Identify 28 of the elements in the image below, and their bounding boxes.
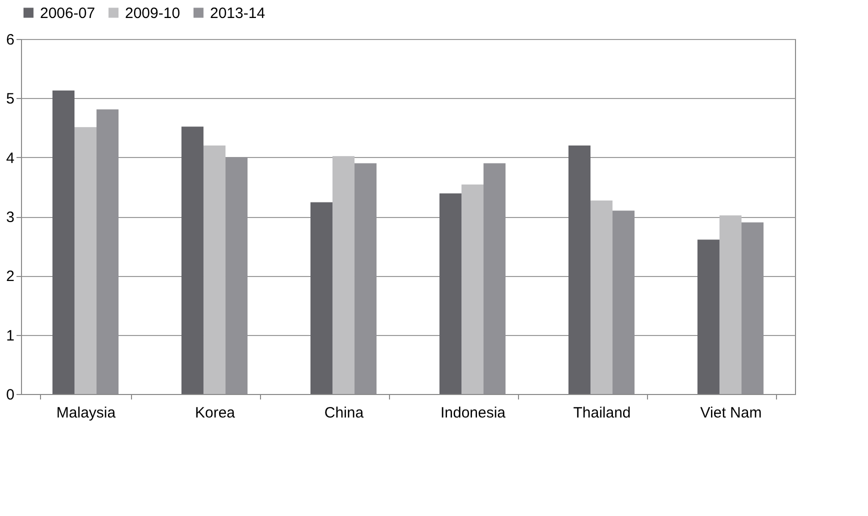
x-tick-label: China — [324, 404, 364, 422]
y-tick-label: 2 — [6, 268, 14, 286]
bar — [332, 156, 355, 394]
y-tick-label: 5 — [6, 90, 14, 108]
y-tick-label: 3 — [6, 209, 14, 226]
x-tick-label: Viet Nam — [700, 404, 762, 422]
bar — [719, 215, 742, 394]
x-tick-label: Malaysia — [56, 404, 116, 422]
bar — [568, 146, 590, 394]
y-tick-label: 1 — [6, 327, 14, 344]
bar — [697, 240, 720, 394]
bar — [52, 90, 74, 394]
bar — [181, 126, 204, 394]
x-tick-label: Indonesia — [440, 404, 506, 422]
legend-label: 2009-10 — [125, 4, 180, 22]
y-tick-label: 4 — [6, 150, 14, 167]
legend-label: 2006-07 — [40, 4, 96, 22]
bar — [310, 202, 332, 394]
bar — [203, 146, 226, 394]
bar — [461, 184, 484, 394]
bar — [74, 127, 97, 394]
y-tick-label: 6 — [6, 32, 14, 48]
bar — [590, 200, 613, 394]
legend-label: 2013-14 — [210, 4, 266, 22]
x-tick-label: Thailand — [573, 404, 631, 422]
y-tick-label: 0 — [6, 386, 14, 404]
x-tick-label: Korea — [194, 404, 236, 422]
bar — [439, 193, 462, 394]
